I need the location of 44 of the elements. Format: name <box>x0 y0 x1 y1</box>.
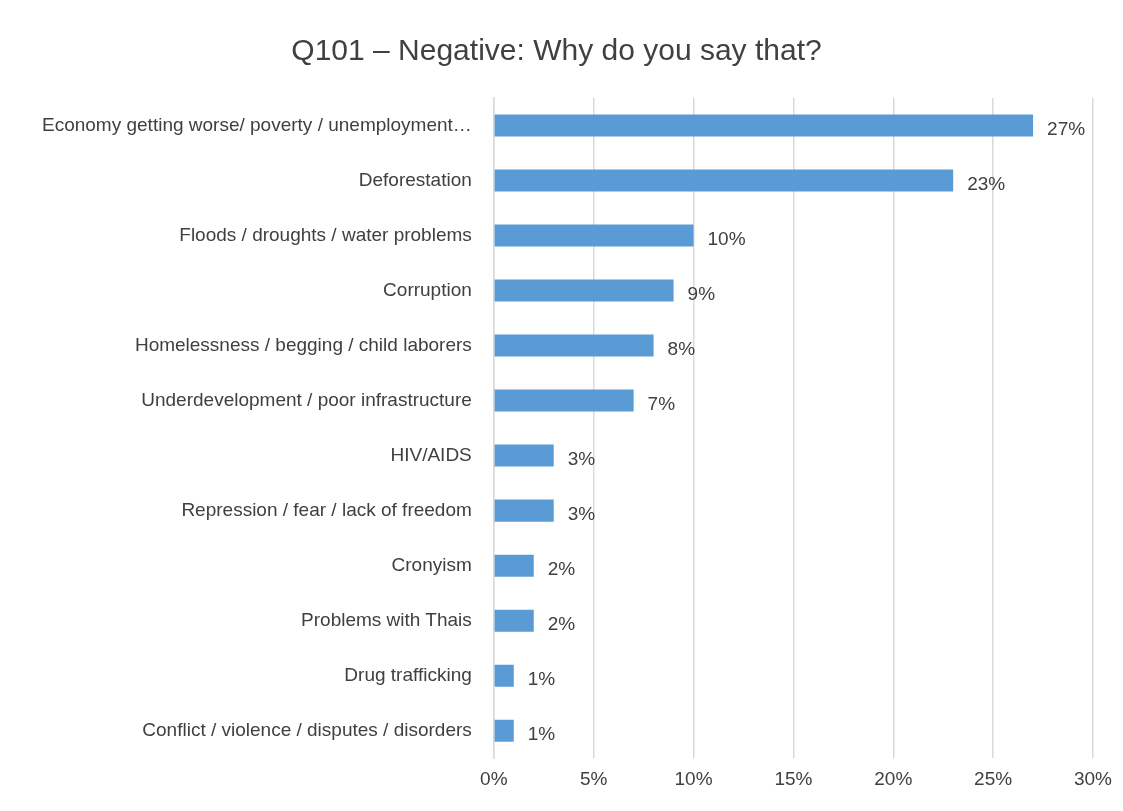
data-label: 23% <box>967 172 1006 194</box>
y-tick-label: Economy getting worse/ poverty / unemployment… <box>42 113 472 135</box>
bar <box>494 224 694 247</box>
y-tick-label: Deforestation <box>358 168 472 190</box>
x-tick-label: 30% <box>1073 767 1113 789</box>
bar <box>494 334 654 357</box>
bar <box>494 609 534 632</box>
bar <box>494 664 514 687</box>
x-tick-label: 5% <box>579 767 608 789</box>
x-tick-label: 0% <box>480 767 508 789</box>
bar <box>494 719 514 742</box>
data-label: 9% <box>687 282 716 304</box>
y-tick-label: Repression / fear / lack of freedom <box>181 498 472 520</box>
y-tick-label: Cronyism <box>391 553 472 575</box>
data-label: 8% <box>667 337 696 359</box>
y-tick-label: Homelessness / begging / child laborers <box>134 333 472 355</box>
y-tick-label: Problems with Thais <box>301 608 472 630</box>
bar <box>494 499 554 522</box>
x-tick-label: 15% <box>774 767 813 789</box>
data-label: 27% <box>1047 117 1086 139</box>
data-label: 1% <box>527 667 556 689</box>
x-tick-label: 25% <box>974 767 1013 789</box>
y-tick-label: Underdevelopment / poor infrastructure <box>141 388 472 410</box>
bar <box>494 279 674 302</box>
x-tick-label: 10% <box>674 767 713 789</box>
y-tick-label: Conflict / violence / disputes / disorders <box>142 718 472 740</box>
data-label: 2% <box>547 557 576 579</box>
data-label: 3% <box>567 447 596 469</box>
y-tick-label: Drug trafficking <box>344 663 472 685</box>
x-tick-label: 20% <box>874 767 913 789</box>
bar <box>494 114 1034 137</box>
data-label: 7% <box>647 392 676 414</box>
y-tick-label: HIV/AIDS <box>390 443 472 465</box>
data-label: 1% <box>527 722 556 744</box>
bar <box>494 554 534 577</box>
bar <box>494 389 634 412</box>
chart-title: Q101 – Negative: Why do you say that? <box>291 33 822 67</box>
data-label: 2% <box>547 612 576 634</box>
y-tick-label: Corruption <box>383 278 472 300</box>
bar <box>494 444 554 467</box>
bar <box>494 169 954 192</box>
y-tick-label: Floods / droughts / water problems <box>179 223 472 245</box>
data-label: 10% <box>707 227 746 249</box>
data-label: 3% <box>567 502 596 524</box>
